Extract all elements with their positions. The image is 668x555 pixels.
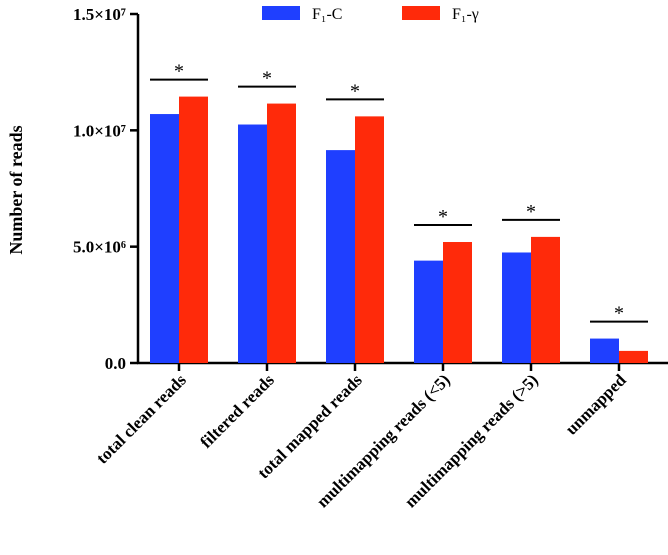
bar-f1-c (502, 252, 531, 363)
y-tick-label: 1.0×10⁷ (73, 121, 126, 140)
bar-f1-c (150, 114, 179, 364)
legend: F₁-C F₁-γ (262, 6, 479, 23)
axes: 0.0 5.0×10⁶ 1.0×10⁷ 1.5×10⁷ (73, 5, 668, 373)
bar-f1-c (590, 338, 619, 363)
significance-star: * (350, 80, 360, 102)
bar-f1-gamma (619, 350, 648, 363)
y-tick-label: 0.0 (105, 354, 126, 373)
x-category-label: unmapped (562, 370, 631, 439)
x-category-label: filtered reads (196, 370, 278, 452)
legend-swatch-f1-c (262, 6, 300, 20)
bar-f1-gamma (531, 236, 560, 363)
significance-markers: * * * * * * (150, 61, 648, 325)
bar-f1-c (238, 124, 267, 364)
significance-star: * (614, 303, 624, 325)
bar-f1-gamma (179, 96, 208, 363)
x-category-label: total clean reads (92, 370, 190, 468)
y-axis-title: Number of reads (6, 125, 26, 254)
significance-star: * (262, 68, 272, 90)
significance-star: * (526, 201, 536, 223)
bar-f1-gamma (355, 116, 384, 363)
bar-f1-c (414, 260, 443, 363)
significance-star: * (438, 206, 448, 228)
legend-label: F₁-γ (452, 6, 479, 23)
bar-f1-gamma (443, 242, 472, 363)
bar-f1-gamma (267, 103, 296, 364)
y-tick-label: 5.0×10⁶ (73, 238, 126, 257)
bars (150, 96, 648, 364)
significance-star: * (174, 61, 184, 83)
bar-f1-c (326, 150, 355, 363)
legend-swatch-f1-gamma (402, 6, 440, 20)
y-tick-label: 1.5×10⁷ (73, 5, 126, 24)
legend-label: F₁-C (312, 6, 342, 23)
